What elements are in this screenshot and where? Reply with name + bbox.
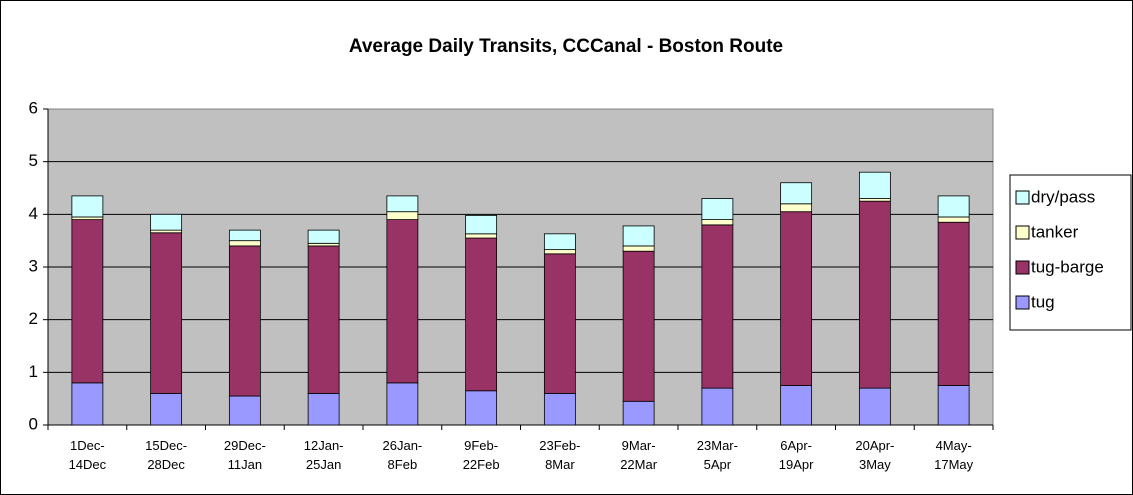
legend-label: tug-barge	[1031, 257, 1104, 276]
y-tick-label: 6	[29, 98, 38, 117]
y-tick-label: 3	[29, 256, 38, 275]
bar-segment	[465, 390, 498, 426]
x-tick-label: 23Feb-8Mar	[539, 438, 580, 472]
legend-label: tanker	[1031, 222, 1079, 241]
bar-segment	[937, 385, 970, 426]
bar-segment	[701, 387, 734, 426]
bar-segment	[228, 395, 261, 426]
legend	[1009, 174, 1132, 331]
bar-segment	[307, 245, 340, 394]
bar-segment	[780, 385, 813, 426]
bar-segment	[622, 400, 655, 426]
x-tick-label: 29Dec-11Jan	[224, 438, 266, 472]
x-tick-label: 20Apr-3May	[855, 438, 894, 472]
bar-segment	[937, 221, 970, 386]
bar-segment	[71, 382, 104, 426]
x-tick-label: 23Mar-5Apr	[697, 438, 738, 472]
y-tick-label: 1	[29, 362, 38, 381]
bar-segment	[543, 249, 576, 255]
y-tick-label: 4	[29, 204, 38, 223]
x-tick-label: 9Feb-22Feb	[463, 438, 500, 472]
bar-segment	[622, 250, 655, 402]
bar-segment	[150, 213, 183, 231]
bar-segment	[150, 232, 183, 394]
bar-segment	[71, 219, 104, 384]
bar-segment	[780, 211, 813, 386]
bar-segment	[307, 229, 340, 244]
x-tick-label: 12Jan-25Jan	[304, 438, 344, 472]
x-tick-label: 15Dec-28Dec	[145, 438, 187, 472]
bar-segment	[701, 198, 734, 221]
bar-segment	[150, 392, 183, 426]
bar-segment	[228, 240, 261, 247]
bar-segment	[780, 182, 813, 205]
bar-segment	[543, 392, 576, 426]
bar-segment	[228, 229, 261, 242]
y-tick-label: 5	[29, 151, 38, 170]
x-tick-label: 26Jan-8Feb	[383, 438, 423, 472]
bar-segment	[543, 253, 576, 394]
bar-segment	[386, 382, 419, 426]
bar-segment	[937, 216, 970, 223]
bar-segment	[701, 219, 734, 226]
bar-segment	[307, 392, 340, 426]
bar-segment	[465, 233, 498, 239]
bar-segment	[780, 203, 813, 213]
bar-segment	[465, 214, 498, 235]
y-tick-label: 0	[29, 414, 38, 433]
bar-segment	[465, 237, 498, 392]
bar-segment	[386, 219, 419, 384]
x-tick-label: 4May-17May	[934, 438, 974, 472]
legend-label: dry/pass	[1031, 187, 1095, 206]
legend-swatch	[1015, 225, 1030, 240]
bar-segment	[71, 195, 104, 218]
bar-segment	[858, 200, 891, 389]
x-tick-label: 6Apr-19Apr	[779, 438, 814, 472]
bar-segment	[937, 195, 970, 218]
y-tick-label: 2	[29, 309, 38, 328]
bar-segment	[228, 245, 261, 397]
legend-swatch	[1015, 190, 1030, 205]
bar-segment	[858, 387, 891, 426]
legend-swatch	[1015, 295, 1030, 310]
bar-segment	[386, 195, 419, 213]
chart-title: Average Daily Transits, CCCanal - Boston…	[349, 36, 783, 57]
bar-segment	[622, 225, 655, 247]
legend-label: tug	[1031, 292, 1055, 311]
bar-segment	[858, 171, 891, 199]
legend-swatch	[1015, 260, 1030, 275]
bar-segment	[701, 224, 734, 389]
bar-segment	[386, 211, 419, 220]
bar-segment	[543, 233, 576, 251]
x-tick-label: 9Mar-22Mar	[620, 438, 658, 472]
bar-segment	[622, 245, 655, 252]
x-tick-label: 1Dec-14Dec	[69, 438, 107, 472]
